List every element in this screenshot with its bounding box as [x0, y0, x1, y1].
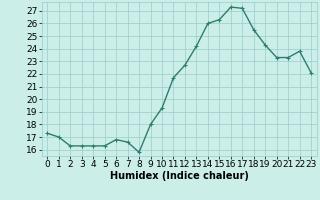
- X-axis label: Humidex (Indice chaleur): Humidex (Indice chaleur): [110, 171, 249, 181]
